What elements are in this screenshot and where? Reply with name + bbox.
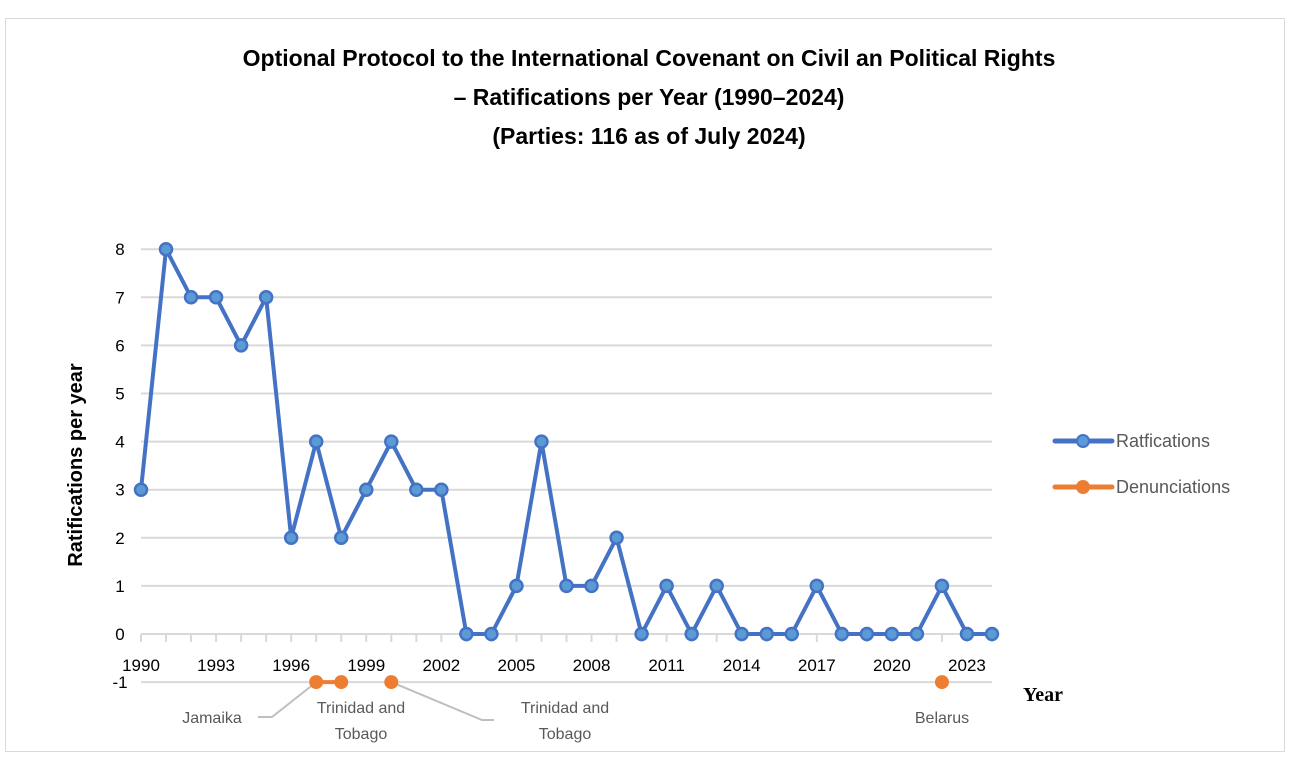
y-tick-label: 0 — [115, 625, 124, 644]
ratifications-point — [909, 626, 925, 642]
x-tick-label: 2017 — [798, 656, 836, 675]
ratifications-point — [534, 434, 549, 449]
ratifications-point — [984, 626, 1000, 642]
y-tick-label: 1 — [115, 577, 124, 596]
x-tick-label: 2020 — [873, 656, 911, 675]
ratifications-point — [384, 434, 399, 449]
ratifications-point — [484, 626, 499, 642]
ratifications-point — [734, 626, 749, 642]
ratifications-point — [759, 626, 774, 642]
y-tick-label: 3 — [115, 481, 124, 500]
legend-marker — [1076, 434, 1090, 448]
y-tick-label: 5 — [115, 385, 124, 404]
y-tick-label: 4 — [115, 433, 124, 452]
annotation-leader-line — [390, 681, 494, 721]
x-tick-label: 1993 — [197, 656, 235, 675]
data-annotation: Belarus — [915, 710, 969, 727]
ratifications-point — [183, 290, 199, 305]
x-tick-label: 2002 — [422, 656, 460, 675]
chart-title-line-3: (Parties: 116 as of July 2024) — [492, 123, 805, 149]
x-tick-label: 1996 — [272, 656, 310, 675]
chart-frame — [5, 18, 1285, 752]
y-axis-label: Ratifications per year — [65, 363, 87, 567]
ratifications-point — [784, 626, 800, 642]
denunciations-point — [309, 675, 324, 690]
ratifications-point — [409, 482, 424, 497]
ratifications-point — [559, 578, 574, 594]
ratifications-point — [859, 626, 875, 642]
ratifications-point — [959, 626, 975, 642]
y-tick-label: 6 — [115, 336, 124, 355]
ratifications-point — [133, 482, 149, 497]
ratifications-point — [834, 626, 850, 642]
legend-label: Ratfications — [1116, 431, 1210, 451]
y-tick-label: 8 — [115, 240, 124, 259]
ratifications-point — [709, 578, 724, 594]
data-annotation: Tobago — [335, 726, 388, 743]
ratifications-point — [609, 530, 624, 546]
ratifications-point — [659, 578, 674, 594]
denunciations-point — [934, 675, 949, 690]
ratifications-point — [509, 578, 524, 594]
data-annotation: Trinidad and — [317, 700, 405, 717]
y-tick-label: 2 — [115, 529, 124, 548]
annotation-leader-line — [258, 681, 317, 718]
ratifications-point — [809, 578, 825, 594]
data-annotation: Jamaika — [182, 710, 242, 727]
ratifications-point — [158, 241, 174, 257]
data-annotation: Tobago — [539, 726, 592, 743]
ratifications-point — [459, 626, 474, 642]
denunciations-point — [384, 675, 399, 690]
x-tick-label: 2023 — [948, 656, 986, 675]
x-tick-label: 2008 — [573, 656, 611, 675]
x-tick-label: 2011 — [648, 656, 685, 675]
ratifications-point — [208, 290, 224, 305]
legend-label: Denunciations — [1116, 477, 1230, 497]
legend-marker — [1076, 480, 1090, 494]
x-axis-label: Year — [1023, 684, 1063, 706]
ratifications-point — [684, 626, 699, 642]
ratifications-point — [634, 626, 649, 642]
chart-title-line-2: – Ratifications per Year (1990–2024) — [454, 84, 845, 110]
ratifications-point — [434, 482, 449, 497]
x-tick-label: 2014 — [723, 656, 761, 675]
ratifications-point — [934, 578, 950, 594]
ratifications-point — [333, 530, 349, 546]
x-tick-label: 1999 — [347, 656, 385, 675]
ratifications-point — [584, 578, 599, 594]
y-tick-label: 7 — [115, 288, 124, 307]
denunciations-point — [334, 675, 349, 690]
ratifications-point — [308, 434, 324, 449]
ratifications-point — [258, 290, 274, 305]
ratifications-point — [884, 626, 900, 642]
data-annotation: Trinidad and — [521, 700, 609, 717]
ratifications-point — [359, 482, 374, 497]
ratifications-point — [283, 530, 299, 546]
ratifications-point — [233, 338, 249, 353]
chart-title-line-1: Optional Protocol to the International C… — [243, 45, 1056, 71]
x-tick-label: 1990 — [122, 656, 160, 675]
y-tick-label: -1 — [112, 673, 127, 692]
x-tick-label: 2005 — [498, 656, 536, 675]
